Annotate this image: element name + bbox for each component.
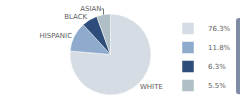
svg-text:76.3%: 76.3%	[208, 25, 231, 33]
svg-text:BLACK: BLACK	[64, 13, 87, 21]
svg-text:WHITE: WHITE	[140, 83, 163, 91]
svg-text:6.3%: 6.3%	[208, 63, 226, 71]
svg-text:ASIAN: ASIAN	[80, 5, 101, 13]
svg-text:11.8%: 11.8%	[208, 44, 231, 52]
svg-text:5.5%: 5.5%	[208, 82, 226, 90]
svg-text:HISPANIC: HISPANIC	[40, 32, 73, 40]
